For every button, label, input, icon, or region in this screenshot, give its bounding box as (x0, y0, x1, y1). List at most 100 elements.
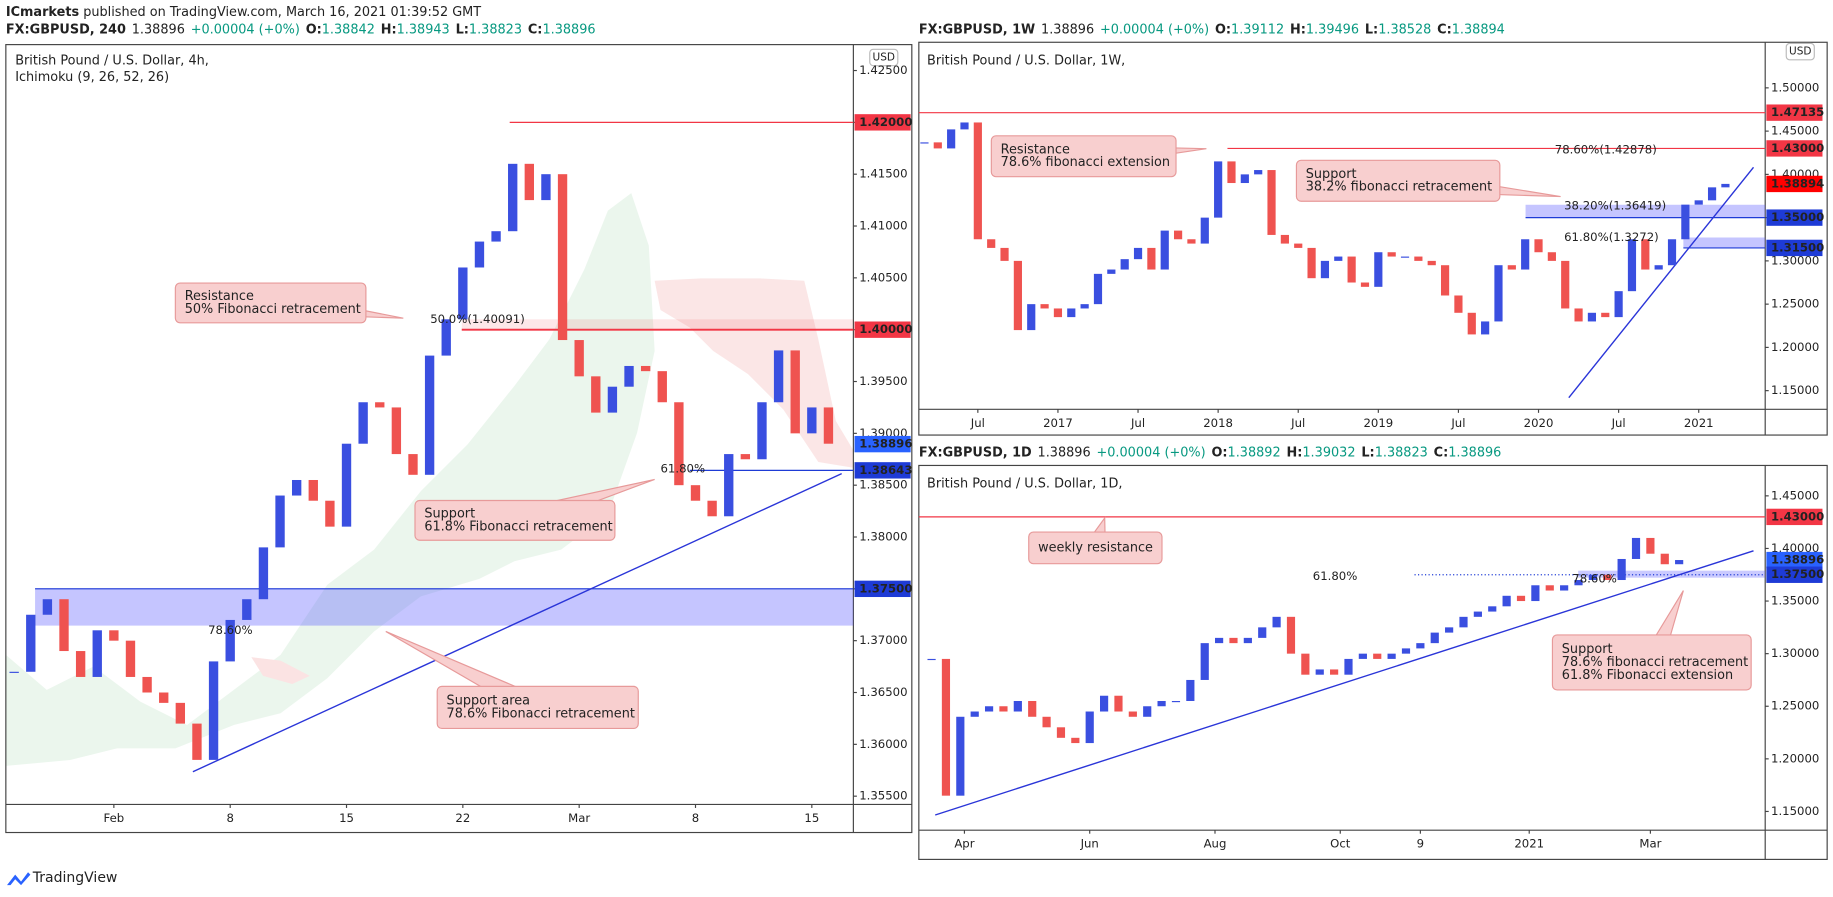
candle (674, 402, 684, 486)
candle (933, 142, 942, 149)
y-tick-label: 1.30000 (1771, 253, 1819, 267)
candle (1040, 304, 1049, 309)
indicator-name: Ichimoku (9, 26, 52, 26) (15, 70, 169, 85)
candle (823, 407, 834, 444)
last-price: 1.38896 (1038, 445, 1091, 460)
y-tick-label: 1.36500 (859, 685, 907, 699)
x-tick-label: Mar (568, 811, 590, 825)
x-tick-label: Jul (1450, 416, 1465, 430)
x-tick-label: Jul (970, 416, 985, 430)
ohlc-value: 1.38528 (1378, 22, 1431, 37)
candle (999, 706, 1008, 712)
zone (461, 319, 854, 332)
zone (1578, 570, 1766, 578)
x-tick-label: Apr (954, 837, 974, 851)
currency: USD (873, 51, 895, 63)
ohlc-value: 1.38823 (469, 22, 522, 37)
y-tick-label: 1.41500 (859, 167, 907, 181)
candle (1494, 265, 1503, 322)
candle (1042, 716, 1051, 728)
candle (1534, 239, 1543, 253)
candle (225, 619, 235, 662)
ohlc-label: C: (1437, 22, 1452, 37)
candle (308, 479, 318, 501)
level-price-label: 1.38896 (859, 437, 912, 451)
candle (1675, 560, 1684, 565)
x-tick-label: 8 (692, 811, 699, 825)
publisher: ICmarkets (6, 4, 80, 19)
candle (1440, 265, 1450, 296)
candle (1027, 304, 1036, 331)
candle (1601, 312, 1610, 318)
change: +0.00004 (+0%) (1100, 22, 1209, 37)
candle (657, 371, 667, 403)
fib-label: 78.60% (208, 623, 253, 637)
x-tick-label: Jun (1080, 837, 1099, 851)
callout-cover (176, 284, 365, 322)
candle (1531, 585, 1540, 602)
candle (59, 599, 69, 652)
callout-cover (416, 501, 614, 540)
candle (1358, 653, 1367, 659)
level-price-label: 1.43000 (1771, 141, 1824, 155)
candle (1721, 183, 1730, 188)
level-price-label: 1.47135 (1771, 105, 1824, 119)
ohlc-label: L: (1365, 22, 1378, 37)
candle (1171, 700, 1181, 703)
candle (1315, 669, 1324, 675)
x-tick-label: 22 (455, 811, 470, 825)
x-tick-label: Jul (1130, 416, 1145, 430)
y-tick-label: 1.35000 (1771, 594, 1819, 608)
candle (1243, 637, 1252, 644)
candle (1157, 700, 1166, 707)
y-tick-label: 1.30000 (1771, 646, 1819, 660)
level-price-label: 1.31500 (1771, 240, 1824, 254)
candle (491, 231, 501, 242)
candle (1516, 595, 1526, 602)
candle (790, 350, 800, 434)
callout-text: 50% Fibonacci retracement (185, 302, 361, 317)
candle (424, 355, 435, 475)
candle (1627, 239, 1637, 292)
candle (1143, 706, 1152, 717)
candle (1574, 308, 1583, 322)
publish-line: ICmarkets published on TradingView.com, … (6, 4, 481, 19)
candle (1215, 637, 1224, 644)
ohlc-label: O: (1211, 445, 1227, 460)
candle (1414, 256, 1423, 261)
candle (1147, 247, 1156, 270)
y-tick-label: 1.41000 (859, 219, 907, 233)
candle (1053, 308, 1063, 318)
level-price-label: 1.40000 (859, 322, 912, 336)
candle (109, 630, 119, 641)
panel-frame (5, 44, 913, 834)
x-tick-label: Jul (1611, 416, 1626, 430)
x-tick-label: 2018 (1203, 416, 1233, 430)
y-tick-label: 1.35500 (859, 789, 907, 803)
candle (1631, 537, 1641, 559)
y-tick-label: 1.37000 (859, 633, 907, 647)
candle (1545, 585, 1554, 591)
candle (1013, 700, 1022, 712)
candle (325, 500, 335, 527)
ohlc-value: 1.38842 (322, 22, 375, 37)
callout-text: 78.6% fibonacci extension (1001, 155, 1170, 170)
candle (541, 174, 551, 201)
candle (474, 241, 485, 268)
change: +0.00004 (+0%) (1097, 445, 1206, 460)
chart-title: British Pound / U.S. Dollar, 1D, (927, 477, 1122, 492)
zone (1525, 204, 1766, 218)
x-tick-label: 2021 (1684, 416, 1714, 430)
callout-cover (1029, 533, 1161, 563)
candle (1401, 648, 1411, 654)
candle (1133, 247, 1143, 260)
candle (1344, 658, 1353, 675)
candle (1254, 170, 1263, 175)
fib-label: 78.60% (1572, 571, 1617, 585)
candle (973, 122, 982, 240)
logo-mark (7, 872, 31, 886)
ohlc-label: H: (381, 22, 397, 37)
candle (1071, 737, 1080, 744)
x-tick-label: 15 (339, 811, 354, 825)
